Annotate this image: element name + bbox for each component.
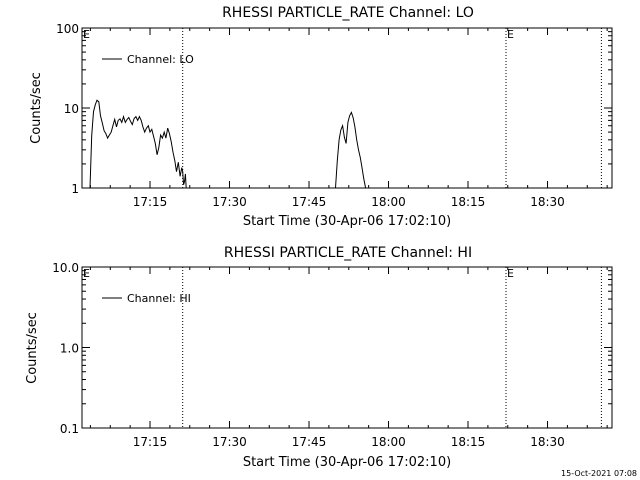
y-tick-label: 100 xyxy=(56,22,79,36)
chart-title: RHESSI PARTICLE_RATE Channel: LO xyxy=(222,5,474,21)
y-tick-label: 10 xyxy=(64,102,79,116)
x-tick-label: 17:15 xyxy=(133,195,168,209)
plot-frame xyxy=(81,27,613,189)
x-tick-label: 18:00 xyxy=(371,435,406,449)
x-axis-label: Start Time (30-Apr-06 17:02:10) xyxy=(243,214,451,229)
panel-lo: RHESSI PARTICLE_RATE Channel: LO Start T… xyxy=(29,5,613,229)
e-marker: E xyxy=(507,267,514,280)
e-marker: E xyxy=(507,28,514,41)
tick-group: 17:15 17:30 17:45 18:00 18:15 18:30 1 10 100 xyxy=(56,22,612,209)
x-tick-label: 17:30 xyxy=(212,195,247,209)
footer-timestamp: 15-Oct-2021 07:08 xyxy=(561,469,637,478)
legend-label: Channel: HI xyxy=(127,292,191,305)
vline-group xyxy=(182,267,602,428)
e-marker: E xyxy=(83,28,90,41)
x-tick-label: 17:15 xyxy=(133,435,168,449)
series-group xyxy=(89,99,367,189)
series-line xyxy=(89,99,187,189)
x-tick-label: 18:30 xyxy=(530,195,565,209)
legend: Channel: LO xyxy=(102,53,194,66)
x-tick-label: 18:15 xyxy=(451,195,486,209)
chart-title: RHESSI PARTICLE_RATE Channel: HI xyxy=(224,245,472,261)
series-line xyxy=(335,111,367,189)
y-tick-label: 10.0 xyxy=(52,261,79,275)
y-tick-label: 0.1 xyxy=(60,422,79,436)
x-tick-label: 17:45 xyxy=(292,195,327,209)
y-axis-label: Counts/sec xyxy=(25,312,40,384)
x-tick-label: 17:45 xyxy=(292,435,327,449)
vline-group xyxy=(182,28,602,188)
y-axis-label: Counts/sec xyxy=(29,72,44,144)
y-tick-label: 1.0 xyxy=(60,342,79,356)
x-tick-label: 17:30 xyxy=(212,435,247,449)
panel-hi: RHESSI PARTICLE_RATE Channel: HI Start T… xyxy=(25,245,613,470)
e-marker: E xyxy=(83,267,90,280)
x-tick-label: 18:30 xyxy=(530,435,565,449)
x-tick-label: 18:00 xyxy=(371,195,406,209)
x-tick-label: 18:15 xyxy=(451,435,486,449)
tick-group: 17:15 17:30 17:45 18:00 18:15 18:30 0.1 1.0 10.0 xyxy=(52,261,612,449)
legend: Channel: HI xyxy=(102,292,191,305)
legend-label: Channel: LO xyxy=(127,53,194,66)
y-tick-label: 1 xyxy=(71,182,79,196)
x-axis-label: Start Time (30-Apr-06 17:02:10) xyxy=(243,455,451,470)
